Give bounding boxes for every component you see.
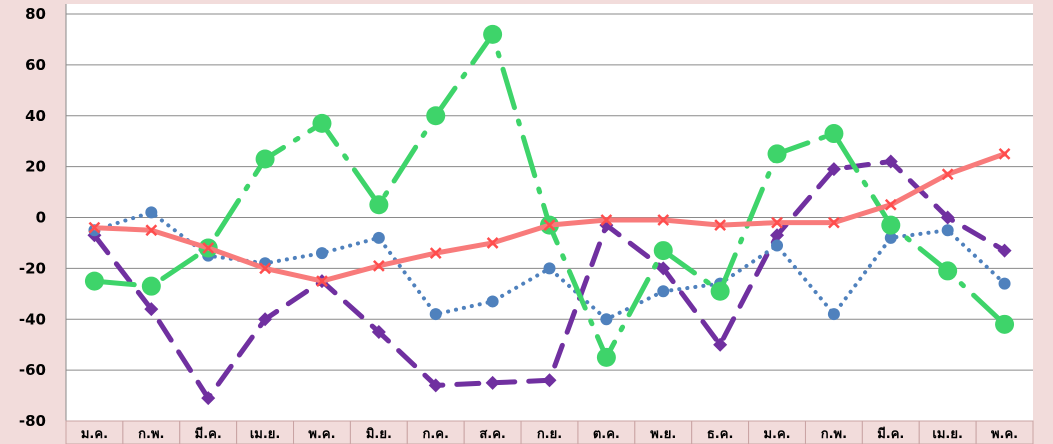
series-2-point (486, 295, 499, 308)
x-tick-label: มี.ค. (195, 426, 222, 442)
y-tick-label: -80 (19, 412, 46, 430)
y-tick-label: 60 (25, 56, 46, 74)
series-2-point (771, 239, 784, 252)
series-1-point (600, 214, 613, 226)
y-tick-label: 0 (36, 209, 46, 227)
x-tick-label: พ.ค. (991, 427, 1018, 442)
series-2-point (827, 308, 840, 321)
series-4-point (84, 271, 104, 291)
series-1-point (429, 247, 442, 259)
series-3-point (826, 162, 841, 177)
series-3-point (883, 154, 898, 169)
series-3-point (371, 324, 386, 339)
series-1-point (372, 259, 385, 272)
x-tick-label: พ.ค. (308, 427, 335, 442)
y-tick-label: 80 (25, 5, 46, 23)
x-tick-label: ก.ย. (537, 427, 562, 442)
series-3-point (656, 261, 671, 276)
x-tick-label: ธ.ค. (707, 427, 734, 442)
series-1-point (771, 216, 783, 229)
series-2-point (998, 277, 1011, 290)
x-tick-label: ก.พ. (138, 427, 164, 442)
plot-background (66, 4, 1033, 421)
series-1-point (145, 224, 158, 237)
series-4-point (596, 347, 616, 367)
x-tick-label: ก.พ. (821, 427, 847, 442)
y-tick-label: 40 (25, 107, 46, 125)
x-tick-label: ก.ค. (423, 427, 449, 442)
series-2-point (315, 247, 328, 260)
series-layer (84, 24, 1015, 406)
series-2-point (429, 308, 442, 321)
series-3-point (201, 391, 216, 406)
series-2-point (145, 206, 158, 219)
series-4-point (710, 281, 730, 301)
series-1-point (88, 221, 101, 234)
series-1-point (714, 219, 727, 232)
x-tick-label: เม.ย. (932, 427, 963, 442)
x-tick-label: ม.ค. (81, 427, 108, 442)
series-4-point (881, 215, 901, 235)
series-4-point (653, 241, 673, 261)
x-tick-label: พ.ย. (650, 427, 676, 442)
series-2-point (941, 224, 954, 237)
series-4-point (995, 314, 1015, 334)
y-tick-label: -60 (19, 361, 46, 379)
series-1-point (998, 148, 1011, 160)
series-3-point (997, 243, 1012, 258)
series-2-point (884, 231, 897, 244)
series-1-point (259, 262, 271, 275)
series-1 (88, 148, 1011, 287)
series-3-point (770, 228, 785, 243)
series-2-point (543, 262, 556, 275)
series-3-point (542, 373, 557, 388)
series-2-point (657, 285, 670, 298)
series-4-point (312, 113, 332, 133)
series-1-point (486, 237, 499, 249)
series-4-point (824, 124, 844, 144)
series-4-point (369, 195, 389, 215)
series-1-point (543, 219, 556, 232)
series-1-point (941, 168, 954, 181)
series-4-point (767, 144, 787, 164)
series-3-point (713, 337, 728, 352)
series-3-point (428, 378, 443, 393)
y-tick-label: -40 (19, 310, 46, 328)
y-tick-label: 20 (25, 158, 46, 176)
series-1-point (657, 214, 670, 226)
x-tick-label: มิ.ย. (366, 427, 392, 442)
y-axis: -80 -60 -40 -20 0 20 40 60 80 (19, 5, 46, 430)
series-1-point (828, 216, 840, 229)
x-tick-label: ม.ค. (763, 427, 790, 442)
series-3-point (144, 302, 159, 317)
x-category-cell (975, 420, 1034, 444)
x-axis: ม.ค. ก.พ. มี.ค. เม.ย. พ.ค. มิ.ย. ก.ค. ส.ค. ก.ย. ต… (65, 420, 1034, 444)
x-tick-label: ต.ค. (593, 427, 620, 442)
series-4-point (141, 276, 161, 296)
series-1-point (202, 242, 215, 254)
x-tick-label: มี.ค. (877, 426, 904, 442)
y-tick-label: -20 (19, 259, 46, 277)
series-2-point (600, 313, 613, 326)
x-tick-label: เม.ย. (250, 427, 281, 442)
series-2-point (372, 231, 385, 244)
series-3-point (485, 375, 500, 390)
series-4-point (483, 24, 503, 44)
series-4-point (938, 261, 958, 281)
series-1-point (884, 198, 897, 211)
series-3-point (940, 210, 955, 225)
series-1-point (316, 275, 328, 287)
series-3-point (258, 312, 273, 327)
series-4-point (426, 106, 446, 126)
series-4-point (255, 149, 275, 169)
x-tick-label: ส.ค. (479, 427, 506, 442)
